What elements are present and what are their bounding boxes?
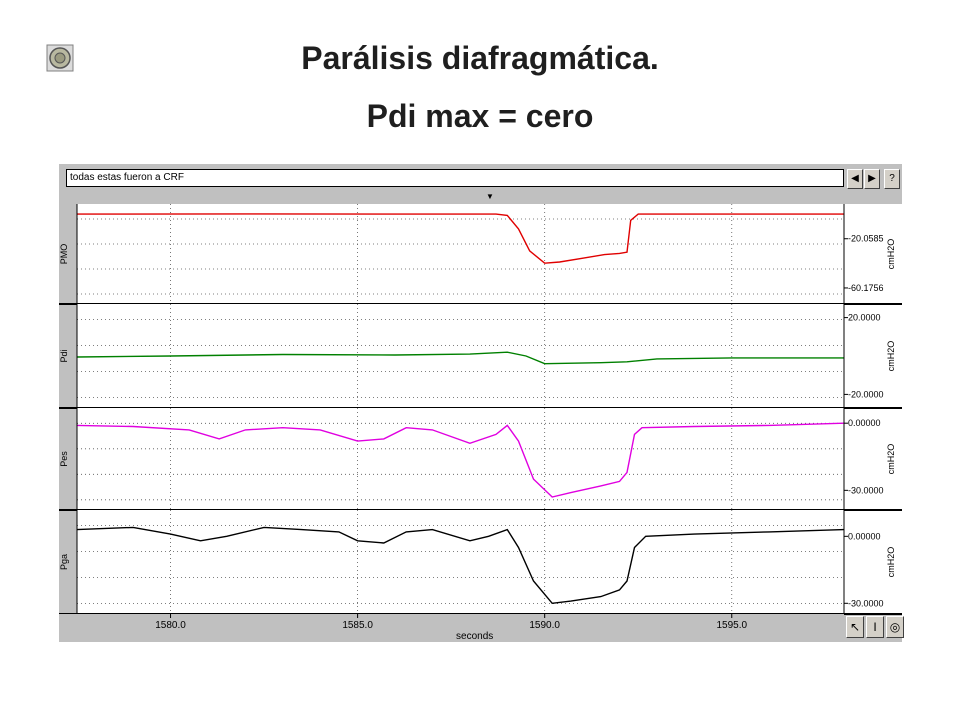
slide-title-line1: Parálisis diafragmática. [301,40,659,76]
help-button[interactable]: ? [884,169,900,189]
series-line-pes [76,422,845,498]
channel-label: Pdi [59,349,69,362]
channel-pdi: Pdi cmH2O 20.0000 -20.0000 [59,304,902,409]
recording-window: todas estas fueron a CRF ◀ ▶ ? ▼ PMO cmH2… [59,164,904,642]
channel-pes: Pes cmH2O 0.00000 -30.0000 [59,408,902,511]
series-line-pmo [76,213,844,264]
zoom-icon[interactable]: ◎ [886,616,904,638]
y-tick-label: -20.0000 [848,389,884,399]
y-tick-label: 20.0000 [848,313,881,323]
y-tick-label: -30.0000 [848,598,884,608]
y-tick-label: -60.1756 [848,283,884,293]
unit-label: cmH2O [886,239,896,270]
x-tick-label: 1585.0 [342,620,373,631]
annotation-field[interactable]: todas estas fueron a CRF [66,169,844,187]
y-tick-label: -20.0585 [848,234,884,244]
channel-pga: Pga cmH2O 0.00000 -30.0000 [59,510,902,615]
slide-title-line2: Pdi max = cero [366,98,594,134]
y-tick-label: 0.00000 [848,531,881,541]
y-tick-label: -30.0000 [848,485,884,495]
channel-pmo: PMO cmH2O-20.0585 -60.1756 [59,204,902,305]
ibeam-icon[interactable]: I [866,616,884,638]
unit-label: cmH2O [886,341,896,372]
x-tick-label: 1590.0 [529,620,560,631]
channel-label: Pga [59,554,69,570]
x-tick-label: 1580.0 [155,620,186,631]
next-button[interactable]: ▶ [864,169,880,189]
slide-logo-icon [46,44,74,72]
previous-button[interactable]: ◀ [847,169,863,189]
pointer-icon[interactable]: ↖ [846,616,864,638]
series-line-pdi [76,351,844,365]
cursor-marker-icon[interactable]: ▼ [486,192,494,201]
series-line-pga [76,526,845,605]
unit-label: cmH2O [886,547,896,578]
unit-label: cmH2O [886,444,896,475]
channel-label: PMO [59,244,69,265]
y-tick-label: 0.00000 [848,418,881,428]
x-axis-label: seconds [456,631,493,642]
x-tick-label: 1595.0 [716,620,747,631]
channel-label: Pes [59,451,69,467]
